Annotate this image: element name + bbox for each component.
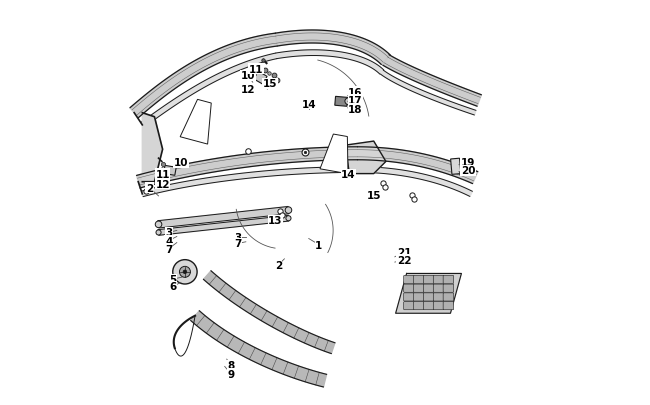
Polygon shape: [358, 167, 473, 197]
Text: 10: 10: [174, 158, 188, 168]
FancyBboxPatch shape: [423, 284, 434, 292]
FancyBboxPatch shape: [404, 302, 414, 310]
Text: 15: 15: [263, 79, 278, 89]
FancyBboxPatch shape: [443, 284, 454, 292]
Text: 20: 20: [461, 166, 475, 176]
Polygon shape: [203, 271, 335, 354]
FancyBboxPatch shape: [434, 276, 444, 284]
Text: 2: 2: [275, 260, 282, 270]
FancyBboxPatch shape: [404, 284, 414, 292]
Polygon shape: [383, 55, 482, 107]
Text: 17: 17: [348, 96, 363, 105]
FancyBboxPatch shape: [434, 302, 444, 310]
Text: 3: 3: [234, 232, 241, 242]
Circle shape: [156, 230, 161, 235]
Polygon shape: [320, 135, 348, 174]
Text: 8: 8: [227, 360, 235, 370]
FancyBboxPatch shape: [443, 302, 454, 310]
FancyBboxPatch shape: [413, 284, 424, 292]
Circle shape: [173, 260, 197, 284]
Polygon shape: [380, 71, 476, 116]
Circle shape: [286, 216, 291, 221]
FancyBboxPatch shape: [423, 302, 434, 310]
Circle shape: [155, 222, 162, 228]
Polygon shape: [252, 70, 267, 85]
Polygon shape: [136, 147, 358, 188]
Circle shape: [285, 207, 292, 214]
Text: 19: 19: [461, 158, 475, 168]
Ellipse shape: [345, 98, 354, 106]
Text: 14: 14: [341, 170, 356, 180]
Text: 12: 12: [155, 179, 170, 189]
Polygon shape: [142, 113, 162, 182]
Text: 3: 3: [165, 228, 172, 238]
Text: 11: 11: [249, 65, 263, 75]
Text: 21: 21: [397, 247, 411, 257]
Polygon shape: [158, 216, 289, 236]
Text: 22: 22: [397, 255, 411, 265]
Polygon shape: [396, 274, 461, 313]
Text: 6: 6: [169, 282, 176, 292]
FancyBboxPatch shape: [443, 293, 454, 301]
FancyBboxPatch shape: [413, 276, 424, 284]
FancyBboxPatch shape: [413, 293, 424, 301]
Text: 15: 15: [367, 190, 381, 200]
Text: 14: 14: [302, 100, 316, 109]
FancyBboxPatch shape: [423, 276, 434, 284]
FancyBboxPatch shape: [434, 293, 444, 301]
Polygon shape: [164, 166, 176, 176]
Polygon shape: [358, 147, 478, 184]
Text: 10: 10: [240, 71, 255, 81]
Text: 11: 11: [155, 169, 170, 179]
Polygon shape: [450, 159, 461, 175]
Polygon shape: [191, 311, 326, 387]
Text: 16: 16: [348, 87, 363, 97]
Text: 4: 4: [165, 236, 172, 246]
FancyBboxPatch shape: [423, 293, 434, 301]
Text: 18: 18: [348, 104, 363, 114]
Polygon shape: [345, 142, 386, 174]
Polygon shape: [130, 34, 277, 118]
Text: 2: 2: [146, 183, 153, 193]
Text: 13: 13: [268, 216, 283, 226]
Polygon shape: [158, 207, 289, 228]
Text: 7: 7: [234, 239, 241, 249]
Polygon shape: [335, 97, 348, 107]
Polygon shape: [180, 100, 211, 145]
Circle shape: [179, 267, 190, 278]
Text: 12: 12: [240, 85, 255, 95]
FancyBboxPatch shape: [413, 302, 424, 310]
Text: 9: 9: [227, 369, 235, 379]
Polygon shape: [276, 51, 383, 75]
FancyBboxPatch shape: [434, 284, 444, 292]
Text: 1: 1: [315, 240, 322, 250]
Polygon shape: [140, 54, 277, 128]
Polygon shape: [275, 31, 391, 65]
Circle shape: [183, 271, 187, 274]
Text: 5: 5: [169, 275, 176, 284]
FancyBboxPatch shape: [404, 293, 414, 301]
FancyBboxPatch shape: [443, 276, 454, 284]
FancyBboxPatch shape: [404, 276, 414, 284]
Text: 7: 7: [165, 244, 172, 254]
Polygon shape: [142, 167, 358, 197]
